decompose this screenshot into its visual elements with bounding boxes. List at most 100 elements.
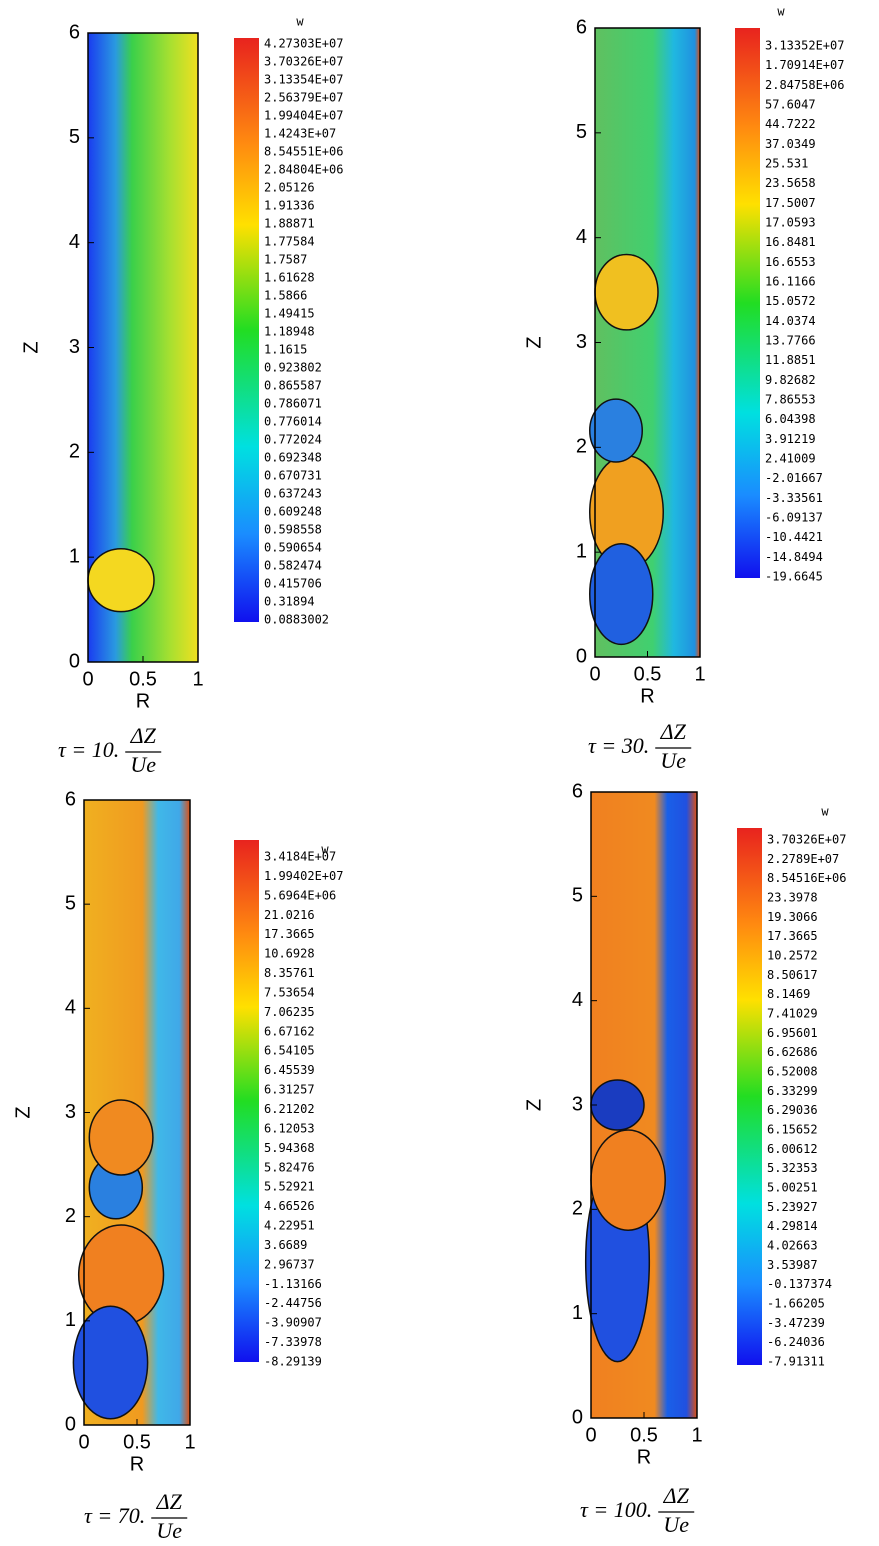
colorbar-label: 4.02663 [767, 1239, 818, 1253]
x-tick-label: 0 [78, 1431, 89, 1453]
colorbar-label: 2.2789E+07 [767, 852, 839, 866]
colorbar-label: 5.82476 [264, 1160, 315, 1174]
colorbar-label: 0.670731 [264, 469, 322, 483]
x-axis-label: R [640, 685, 654, 707]
colorbar-label: 8.1469 [767, 987, 810, 1001]
contour-region [594, 253, 659, 331]
colorbar-label: 6.33299 [767, 1084, 818, 1098]
colorbar-label: 3.13352E+07 [765, 39, 844, 53]
colorbar-label: 1.61628 [264, 271, 315, 285]
colorbar-label: 7.41029 [767, 1007, 818, 1021]
colorbar-label: 14.0374 [765, 314, 816, 328]
y-tick-label: 4 [572, 989, 583, 1011]
colorbar-label: 9.82682 [765, 373, 816, 387]
colorbar-label: 4.66526 [264, 1199, 315, 1213]
colorbar-label: 1.91336 [264, 199, 315, 213]
caption-denominator: Ue [663, 1512, 689, 1537]
colorbar-label: -10.4421 [765, 530, 823, 544]
colorbar-label: -2.01667 [765, 471, 823, 485]
colorbar-label: 6.21202 [264, 1102, 315, 1116]
colorbar-label: 5.32353 [767, 1161, 818, 1175]
x-tick-label: 1 [694, 663, 705, 685]
colorbar-label: 0.923802 [264, 361, 322, 375]
colorbar-label: 7.53654 [264, 985, 315, 999]
y-tick-label: 2 [576, 436, 587, 458]
colorbar-label: -0.137374 [767, 1277, 832, 1291]
x-axis-label: R [637, 1446, 651, 1468]
caption-numerator: ΔZ [660, 719, 687, 744]
colorbar-label: 4.22951 [264, 1219, 315, 1233]
colorbar-label: -6.24036 [767, 1335, 825, 1349]
contour-region [590, 1079, 645, 1131]
colorbar-title: w [777, 5, 785, 19]
colorbar-label: 2.84758E+06 [765, 78, 844, 92]
x-tick-label: 0 [82, 668, 93, 690]
colorbar-label: 0.637243 [264, 487, 322, 501]
contour-region [88, 1099, 154, 1176]
colorbar-label: 6.00612 [767, 1142, 818, 1156]
colorbar-label: -19.6645 [765, 570, 823, 584]
colorbar-label: 1.70914E+07 [765, 58, 844, 72]
caption-numerator: ΔZ [663, 1483, 690, 1508]
colorbar-title: w [296, 15, 304, 29]
colorbar-label: 0.0883002 [264, 613, 329, 627]
colorbar-label: 6.67162 [264, 1024, 315, 1038]
colorbar-label: 8.54516E+06 [767, 871, 846, 885]
colorbar-label: 3.4184E+07 [264, 850, 336, 864]
colorbar-label: 1.4243E+07 [264, 127, 336, 141]
colorbar-label: 0.582474 [264, 559, 322, 573]
colorbar-label: 15.0572 [765, 294, 816, 308]
colorbar-label: -3.33561 [765, 491, 823, 505]
y-tick-label: 3 [572, 1093, 583, 1115]
colorbar-label: 16.8481 [765, 235, 816, 249]
caption-prefix: τ = 30. [588, 733, 649, 758]
colorbar-label: 3.70326E+07 [264, 55, 343, 69]
colorbar-label: 1.5866 [264, 289, 307, 303]
colorbar-label: 17.3665 [264, 927, 315, 941]
colorbar-label: 6.54105 [264, 1044, 315, 1058]
y-tick-label: 4 [576, 226, 587, 248]
colorbar-label: -14.8494 [765, 550, 823, 564]
colorbar-label: 37.0349 [765, 137, 816, 151]
y-axis-label: Z [12, 1106, 34, 1118]
colorbar-label: 6.04398 [765, 412, 816, 426]
caption-denominator: Ue [130, 752, 156, 777]
y-tick-label: 3 [576, 331, 587, 353]
colorbar-label: 5.94368 [264, 1141, 315, 1155]
colorbar-label: 1.18948 [264, 325, 315, 339]
y-tick-label: 4 [65, 997, 76, 1019]
y-tick-label: 3 [69, 336, 80, 358]
colorbar-label: 4.27303E+07 [264, 37, 343, 51]
y-tick-label: 0 [65, 1413, 76, 1435]
caption-denominator: Ue [660, 748, 686, 773]
y-tick-label: 3 [65, 1101, 76, 1123]
y-tick-label: 1 [65, 1309, 76, 1331]
y-tick-label: 2 [69, 441, 80, 463]
colorbar-label: 5.23927 [767, 1200, 818, 1214]
y-tick-label: 5 [65, 892, 76, 914]
colorbar-label: 1.77584 [264, 235, 315, 249]
contour-region [87, 548, 155, 613]
colorbar-title: w [821, 805, 829, 819]
colorbar-label: 1.88871 [264, 217, 315, 231]
x-tick-label: 1 [192, 668, 203, 690]
y-tick-label: 0 [576, 645, 587, 667]
y-axis-label: Z [20, 341, 42, 353]
colorbar-label: 44.7222 [765, 117, 816, 131]
colorbar-label: 21.0216 [264, 908, 315, 922]
colorbar-label: 3.13354E+07 [264, 73, 343, 87]
colorbar-label: 6.62686 [767, 1045, 818, 1059]
y-tick-label: 1 [572, 1302, 583, 1324]
colorbar-label: 0.590654 [264, 541, 322, 555]
colorbar-label: 5.52921 [264, 1180, 315, 1194]
colorbar-label: 23.3978 [767, 891, 818, 905]
y-tick-label: 6 [69, 21, 80, 43]
colorbar-label: 2.84804E+06 [264, 163, 343, 177]
caption-numerator: ΔZ [156, 1489, 183, 1514]
x-tick-label: 0 [585, 1424, 596, 1446]
colorbar [234, 38, 259, 622]
colorbar-label: 7.06235 [264, 1005, 315, 1019]
colorbar-label: 57.6047 [765, 98, 816, 112]
colorbar-label: 2.56379E+07 [264, 91, 343, 105]
colorbar-label: 2.41009 [765, 452, 816, 466]
